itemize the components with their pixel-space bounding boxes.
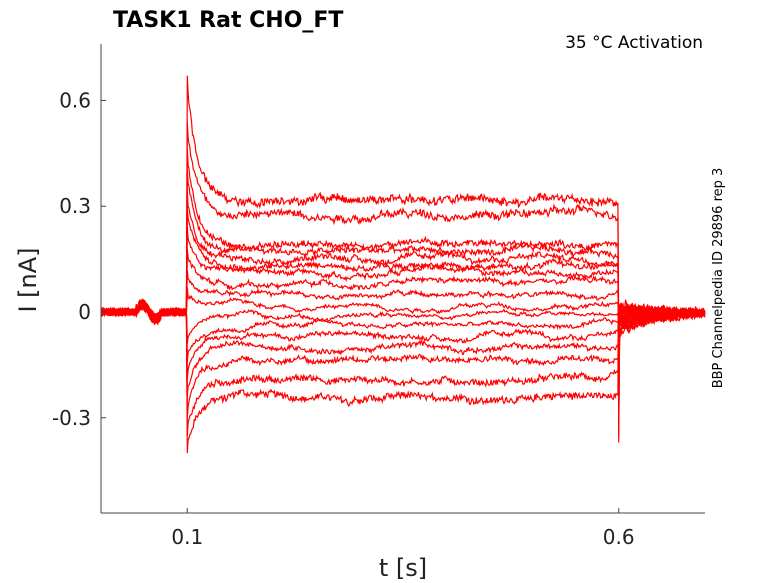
series-line bbox=[100, 121, 706, 436]
series-line bbox=[100, 75, 706, 443]
series-line bbox=[100, 298, 706, 372]
y-ticks: 0.6 0.3 0 -0.3 bbox=[52, 88, 106, 430]
series-line bbox=[100, 287, 706, 380]
y-tick-label: 0.3 bbox=[59, 194, 91, 218]
series-line bbox=[100, 299, 706, 436]
x-ticks: 0.1 0.6 bbox=[171, 508, 635, 549]
condition-annotation: 35 °C Activation bbox=[565, 33, 703, 53]
series-line bbox=[100, 298, 706, 418]
y-tick-label: 0 bbox=[78, 300, 91, 324]
series-line bbox=[100, 192, 706, 415]
series-line bbox=[100, 269, 706, 387]
x-tick-label: 0.1 bbox=[171, 525, 203, 549]
series-line bbox=[101, 170, 706, 422]
y-tick-label: 0.6 bbox=[59, 88, 91, 112]
side-id-label: BBP Channelpedia ID 29896 rep 3 bbox=[711, 168, 726, 389]
series-line bbox=[100, 299, 706, 454]
y-tick-label: -0.3 bbox=[52, 406, 91, 430]
series-line bbox=[100, 298, 706, 365]
series-line bbox=[100, 301, 706, 380]
y-axis-label: I [nA] bbox=[14, 247, 42, 312]
x-axis-label: t [s] bbox=[379, 554, 427, 582]
series-line bbox=[100, 227, 706, 401]
chart-title: TASK1 Rat CHO_FT bbox=[113, 8, 343, 33]
series-line bbox=[100, 209, 706, 408]
series-line bbox=[100, 299, 706, 397]
traces bbox=[100, 75, 706, 454]
series-line bbox=[100, 149, 706, 429]
x-tick-label: 0.6 bbox=[603, 525, 635, 549]
series-line bbox=[100, 248, 706, 394]
